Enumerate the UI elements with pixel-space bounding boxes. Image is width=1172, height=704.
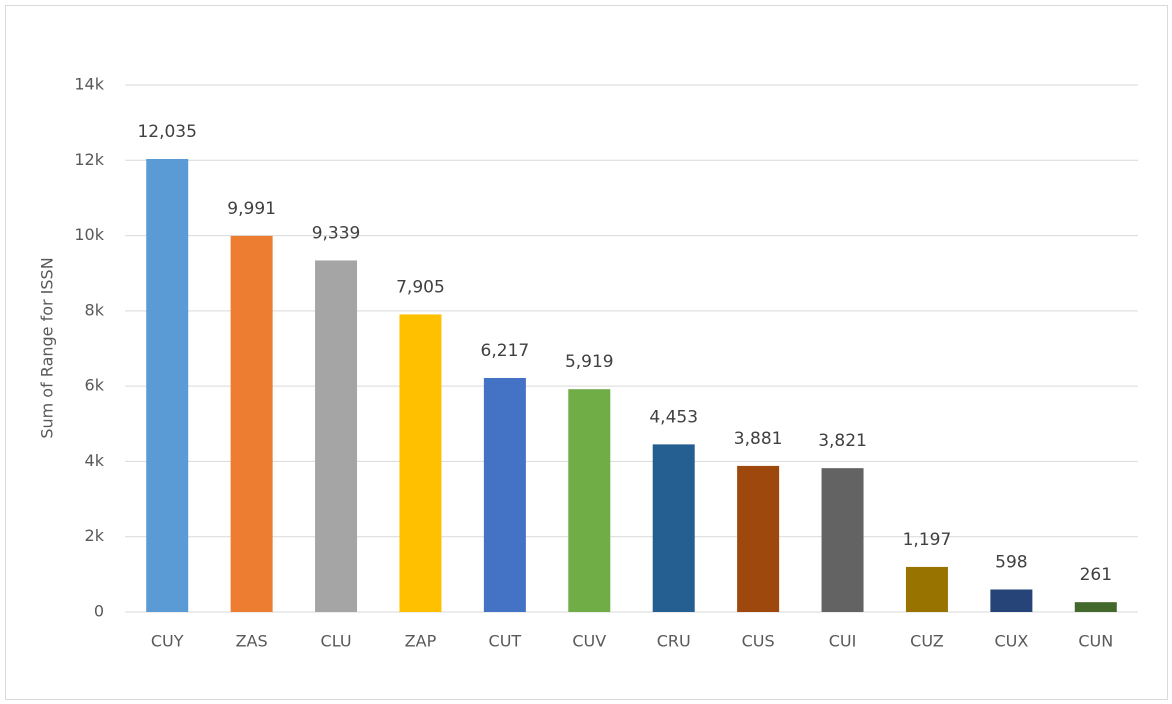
x-tick-label: CUN — [1078, 632, 1113, 651]
x-tick-label: CLU — [321, 632, 352, 651]
y-tick-label: 12k — [74, 150, 104, 169]
value-label: 12,035 — [137, 122, 196, 142]
y-tick-label: 2k — [85, 526, 105, 545]
x-tick-label: CUY — [151, 632, 184, 651]
value-label: 261 — [1080, 565, 1112, 585]
value-label: 9,991 — [227, 199, 276, 219]
y-axis-label: Sum of Range for ISSN — [38, 257, 57, 438]
bar — [315, 260, 358, 612]
bar — [399, 314, 442, 612]
x-tick-label: ZAP — [405, 632, 437, 651]
bar — [230, 235, 273, 612]
value-label: 1,197 — [903, 530, 952, 550]
value-label: 4,453 — [649, 407, 698, 427]
value-label: 3,881 — [734, 429, 783, 449]
y-tick-label: 8k — [85, 300, 105, 319]
value-label: 3,821 — [818, 431, 867, 451]
x-tick-label: CUI — [829, 632, 857, 651]
value-label: 5,919 — [565, 352, 614, 372]
y-tick-label: 14k — [74, 75, 104, 94]
bar — [821, 468, 864, 612]
y-tick-label: 4k — [85, 451, 105, 470]
x-tick-label: CUT — [489, 632, 522, 651]
bar — [568, 389, 611, 612]
value-label: 9,339 — [312, 223, 361, 243]
x-tick-label: CUZ — [910, 632, 944, 651]
y-tick-label: 10k — [74, 225, 104, 244]
x-tick-label: ZAS — [236, 632, 268, 651]
bar — [483, 377, 526, 612]
x-tick-label: CUV — [572, 632, 606, 651]
value-label: 598 — [995, 552, 1027, 572]
x-tick-label: CUX — [994, 632, 1028, 651]
value-label: 6,217 — [481, 341, 530, 361]
x-tick-label: CUS — [742, 632, 775, 651]
y-tick-label: 0 — [94, 602, 104, 621]
bar — [905, 566, 948, 612]
x-tick-label: CRU — [657, 632, 691, 651]
bar — [652, 444, 695, 612]
bar — [1074, 602, 1117, 612]
bar — [990, 589, 1033, 612]
bar — [146, 158, 189, 613]
y-tick-label: 6k — [85, 376, 105, 395]
bar — [737, 465, 780, 612]
value-label: 7,905 — [396, 277, 445, 297]
